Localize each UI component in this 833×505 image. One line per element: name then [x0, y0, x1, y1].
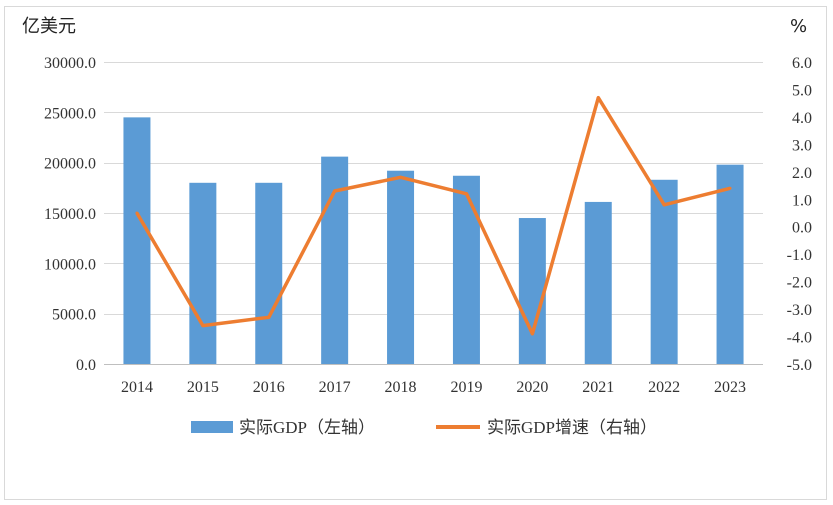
- line-point: [267, 315, 271, 319]
- bar-series: [123, 117, 744, 364]
- line-series: [135, 95, 732, 336]
- left-tick-label: 30000.0: [44, 55, 96, 72]
- right-tick-label: -5.0: [787, 357, 812, 374]
- bar: [584, 201, 612, 364]
- right-tick-label: -3.0: [787, 302, 812, 319]
- line-point: [596, 96, 600, 100]
- x-tick-label: 2017: [319, 379, 351, 396]
- right-tick-label: 0.0: [792, 220, 812, 237]
- bar: [650, 179, 678, 364]
- left-tick-label: 20000.0: [44, 156, 96, 173]
- right-tick-label: 2.0: [792, 165, 812, 182]
- left-tick-label: 15000.0: [44, 206, 96, 223]
- line-point: [530, 332, 534, 336]
- right-tick-label: 5.0: [792, 82, 812, 99]
- x-tick-label: 2019: [450, 379, 482, 396]
- right-tick-label: -4.0: [787, 330, 812, 347]
- right-tick-label: 6.0: [792, 55, 812, 72]
- legend-label-bar: 实际GDP（左轴）: [239, 418, 375, 437]
- left-axis-unit: 亿美元: [22, 16, 76, 37]
- line-point: [662, 203, 666, 207]
- bar: [255, 182, 283, 364]
- x-tick-label: 2018: [385, 379, 417, 396]
- bar: [716, 164, 744, 364]
- bar: [189, 182, 217, 364]
- left-axis-ticks: 30000.0 25000.0 20000.0 15000.0 10000.0 5000.…: [44, 55, 96, 374]
- x-axis-ticks: 2014 2015 2016 2017 2018 2019 2020 2021 2022 2023: [121, 379, 746, 396]
- legend-swatch-bar: [191, 421, 233, 433]
- right-tick-label: 3.0: [792, 137, 812, 154]
- line-point: [464, 192, 468, 196]
- right-tick-label: 1.0: [792, 192, 812, 209]
- x-tick-label: 2022: [648, 379, 680, 396]
- left-tick-label: 25000.0: [44, 105, 96, 122]
- legend: 实际GDP（左轴） 实际GDP增速（右轴）: [191, 418, 657, 437]
- line-path: [135, 95, 731, 336]
- right-axis-ticks: 6.0 5.0 4.0 3.0 2.0 1.0 0.0 -1.0 -2.0 -3.0 -4.0 -5.…: [787, 55, 812, 374]
- x-tick-label: 2014: [121, 379, 153, 396]
- right-axis-unit: %: [790, 16, 807, 37]
- legend-label-line: 实际GDP增速（右轴）: [487, 418, 657, 437]
- bar: [387, 170, 415, 364]
- left-tick-label: 5000.0: [52, 307, 96, 324]
- x-tick-label: 2015: [187, 379, 219, 396]
- line-point: [333, 189, 337, 193]
- x-tick-label: 2016: [253, 379, 285, 396]
- left-tick-label: 0.0: [76, 357, 96, 374]
- left-tick-label: 10000.0: [44, 256, 96, 273]
- bar: [123, 117, 151, 364]
- right-tick-label: 4.0: [792, 110, 812, 127]
- x-tick-label: 2020: [516, 379, 548, 396]
- right-tick-label: -1.0: [787, 247, 812, 264]
- line-point: [201, 324, 205, 328]
- x-tick-label: 2023: [714, 379, 746, 396]
- bar: [452, 175, 480, 364]
- line-point: [399, 175, 403, 179]
- x-tick-label: 2021: [582, 379, 614, 396]
- right-tick-label: -2.0: [787, 275, 812, 292]
- line-point: [728, 186, 732, 190]
- bar: [518, 218, 546, 364]
- line-point: [135, 211, 139, 215]
